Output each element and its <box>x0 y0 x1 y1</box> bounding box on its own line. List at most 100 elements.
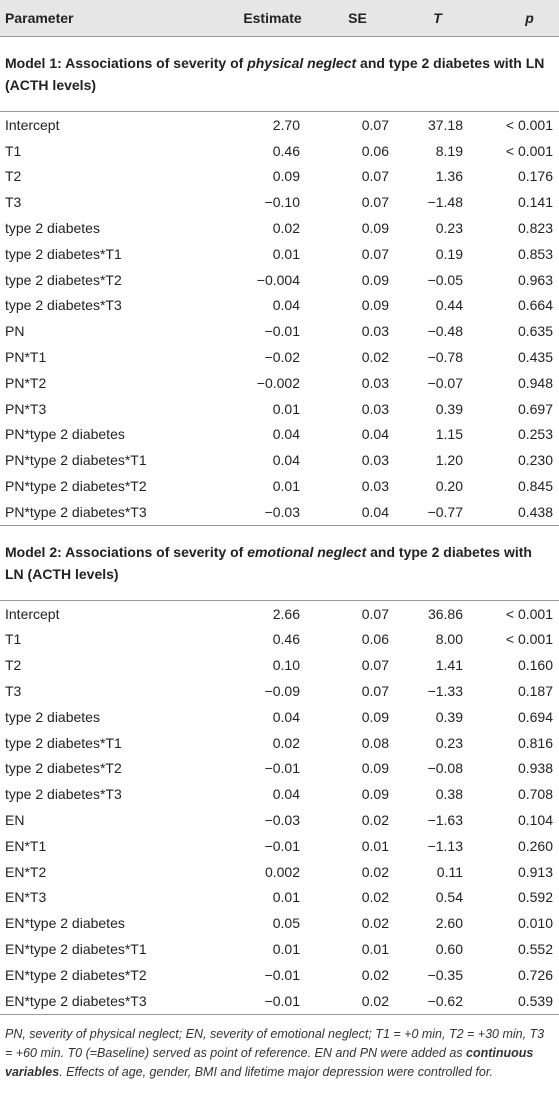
cell: PN*T2 <box>5 374 47 391</box>
cell: 0.04 <box>272 452 300 469</box>
data-row: PN*T2 −0.002 0.03 −0.07 0.948 <box>0 370 559 396</box>
data-row: T3 −0.10 0.07 −1.48 0.141 <box>0 189 559 215</box>
cell: −1.33 <box>427 683 463 700</box>
cell: −0.01 <box>264 837 300 854</box>
cell: 0.01 <box>361 941 389 957</box>
data-row: PN*T1 −0.02 0.02 −0.78 0.435 <box>0 344 559 370</box>
title-part: and type 2 diabetes with LN (ACTH levels… <box>5 55 545 93</box>
cell: 0.09 <box>272 168 300 185</box>
data-row: PN −0.01 0.03 −0.48 0.635 <box>0 318 559 344</box>
cell: 0.02 <box>361 992 389 1009</box>
cell: EN*T2 <box>5 863 47 880</box>
data-row: PN*type 2 diabetes*T3 −0.03 0.04 −0.77 0.438 <box>0 499 559 525</box>
cell: 0.20 <box>435 478 463 495</box>
data-row: type 2 diabetes*T1 0.02 0.08 0.23 0.816 <box>0 730 559 756</box>
header-cell: SE <box>320 0 395 37</box>
cell: −0.03 <box>264 812 300 829</box>
cell: 0.23 <box>435 734 463 751</box>
cell: 0.10 <box>272 657 300 674</box>
cell: 0.02 <box>361 863 389 880</box>
cell: −0.48 <box>427 323 463 340</box>
model-title: Model 1: Associations of severity of phy… <box>0 36 559 112</box>
cell: type 2 diabetes*T1 <box>5 734 122 751</box>
cell: −0.07 <box>427 374 463 391</box>
cell: 0.23 <box>435 220 463 237</box>
cell: PN*T1 <box>5 349 47 366</box>
title-part: Model 2: Associations of severity of <box>5 543 248 560</box>
model-title: Model 2: Associations of severity of emo… <box>0 524 559 601</box>
cell: 0.07 <box>361 116 389 133</box>
cell: 0.39 <box>435 708 463 725</box>
cell: 0.01 <box>272 889 300 906</box>
cell: 0.05 <box>272 915 300 932</box>
cell: 0.54 <box>435 889 463 906</box>
data-row: EN*type 2 diabetes 0.05 0.02 2.60 0.010 <box>0 910 559 936</box>
cell: −0.01 <box>264 323 300 340</box>
cell: 0.01 <box>272 400 300 417</box>
cell: T1 <box>5 631 22 648</box>
data-row: type 2 diabetes*T2 −0.01 0.09 −0.08 0.938 <box>0 756 559 782</box>
cell: 2.60 <box>435 915 463 932</box>
cell: 0.04 <box>361 426 389 443</box>
cell: type 2 diabetes*T1 <box>5 245 122 262</box>
cell: 0.07 <box>361 168 389 185</box>
cell: 1.20 <box>435 452 463 469</box>
cell: 0.02 <box>272 734 300 751</box>
cell: −0.02 <box>264 349 300 366</box>
cell: −0.002 <box>256 374 300 391</box>
data-row: EN*T1 −0.01 0.01 −1.13 0.260 <box>0 833 559 859</box>
cell: 0.01 <box>272 478 300 495</box>
cell: 0.03 <box>361 374 389 391</box>
header-cell: Parameter <box>0 0 225 37</box>
data-row: T3 −0.09 0.07 −1.33 0.187 <box>0 678 559 704</box>
cell: 1.41 <box>435 657 463 674</box>
cell: 0.104 <box>517 812 553 829</box>
footnote: PN, severity of physical neglect; EN, se… <box>0 1013 559 1082</box>
data-row: T1 0.46 0.06 8.00 < 0.001 <box>0 627 559 653</box>
model-title-row: Model 2: Associations of severity of emo… <box>0 524 559 601</box>
cell: 0.230 <box>517 452 553 469</box>
cell: 0.04 <box>272 708 300 725</box>
cell: 0.46 <box>272 142 300 159</box>
cell: Intercept <box>5 116 60 133</box>
cell: 0.726 <box>517 966 553 983</box>
cell: type 2 diabetes <box>5 708 100 725</box>
data-row: type 2 diabetes*T3 0.04 0.09 0.44 0.664 <box>0 293 559 319</box>
cell: < 0.001 <box>505 142 553 159</box>
cell: −1.63 <box>427 812 463 829</box>
cell: 0.02 <box>361 349 389 366</box>
cell: 0.09 <box>361 786 389 803</box>
cell: type 2 diabetes*T3 <box>5 297 122 314</box>
cell: 0.01 <box>272 941 300 957</box>
cell: PN*type 2 diabetes <box>5 426 125 443</box>
cell: 8.19 <box>435 142 463 159</box>
cell: T3 <box>5 683 22 700</box>
cell: EN*type 2 diabetes <box>5 915 125 932</box>
data-row: PN*type 2 diabetes 0.04 0.04 1.15 0.253 <box>0 422 559 448</box>
cell: 0.853 <box>517 245 553 262</box>
cell: 0.260 <box>517 837 553 854</box>
cell: 0.823 <box>517 220 553 237</box>
data-row: type 2 diabetes*T3 0.04 0.09 0.38 0.708 <box>0 781 559 807</box>
cell: T2 <box>5 168 22 185</box>
cell: 0.04 <box>272 786 300 803</box>
cell: 0.04 <box>272 297 300 314</box>
data-row: EN*T2 0.002 0.02 0.11 0.913 <box>0 859 559 885</box>
cell: < 0.001 <box>505 605 553 622</box>
data-row: type 2 diabetes 0.02 0.09 0.23 0.823 <box>0 215 559 241</box>
header-cell: Estimate <box>225 0 320 37</box>
cell: 0.592 <box>517 889 553 906</box>
data-row: T1 0.46 0.06 8.19 < 0.001 <box>0 138 559 164</box>
cell: EN*type 2 diabetes*T3 <box>5 992 147 1009</box>
cell: 0.948 <box>517 374 553 391</box>
cell: 0.913 <box>517 863 553 880</box>
cell: EN*T1 <box>5 837 47 854</box>
cell: −0.09 <box>264 683 300 700</box>
footnote-part: . Effects of age, gender, BMI and lifeti… <box>59 1064 494 1079</box>
cell: −0.08 <box>427 760 463 777</box>
cell: 0.38 <box>435 786 463 803</box>
cell: type 2 diabetes*T2 <box>5 760 122 777</box>
cell: 0.010 <box>517 915 553 932</box>
